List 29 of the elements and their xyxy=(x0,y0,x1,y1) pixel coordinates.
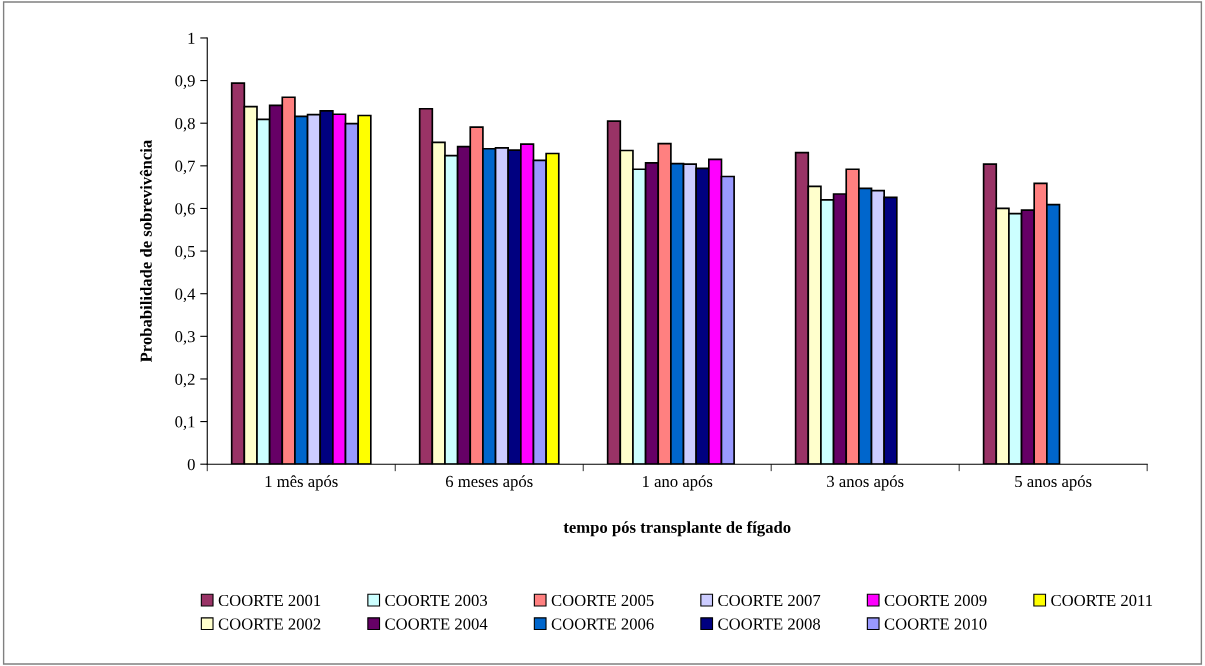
legend-label: COORTE 2005 xyxy=(551,594,654,607)
x-tick-label: 1 mês após xyxy=(265,475,338,491)
x-tick-label: 3 anos após xyxy=(827,475,904,491)
y-tick-label: 0,1 xyxy=(175,416,195,430)
legend-label: COORTE 2007 xyxy=(718,594,821,607)
legend-label: COORTE 2003 xyxy=(385,594,488,607)
y-tick-label: 1 xyxy=(188,32,195,44)
x-tick-label: 6 meses após xyxy=(445,475,533,491)
y-axis-title: Probabilidade de sobrevivência xyxy=(139,140,152,363)
legend-label: COORTE 2004 xyxy=(385,618,488,630)
y-tick-label: 0,2 xyxy=(175,373,195,388)
y-tick-label: 0,3 xyxy=(175,331,195,345)
legend-label: COORTE 2002 xyxy=(218,618,321,630)
y-tick-label: 0,5 xyxy=(175,245,195,260)
y-tick-label: 0,8 xyxy=(175,117,195,132)
legend-label: COORTE 2009 xyxy=(884,594,987,607)
y-tick-label: 0,6 xyxy=(175,203,195,217)
y-tick-label: 0 xyxy=(187,458,195,471)
x-axis-title: tempo pós transplante de fígado xyxy=(563,521,791,537)
y-tick-label: 0,7 xyxy=(175,160,195,175)
y-tick-label: 0,4 xyxy=(175,288,196,303)
legend-label: COORTE 2010 xyxy=(884,618,987,630)
legend-label: COORTE 2011 xyxy=(1051,594,1153,607)
legend-label: COORTE 2001 xyxy=(218,594,321,607)
legend-label: COORTE 2008 xyxy=(718,618,821,630)
legend-label: COORTE 2006 xyxy=(551,618,654,630)
x-tick-label: 1 ano após xyxy=(643,475,713,491)
x-tick-label: 5 anos após xyxy=(1015,475,1092,491)
y-tick-label: 0,9 xyxy=(175,75,195,89)
